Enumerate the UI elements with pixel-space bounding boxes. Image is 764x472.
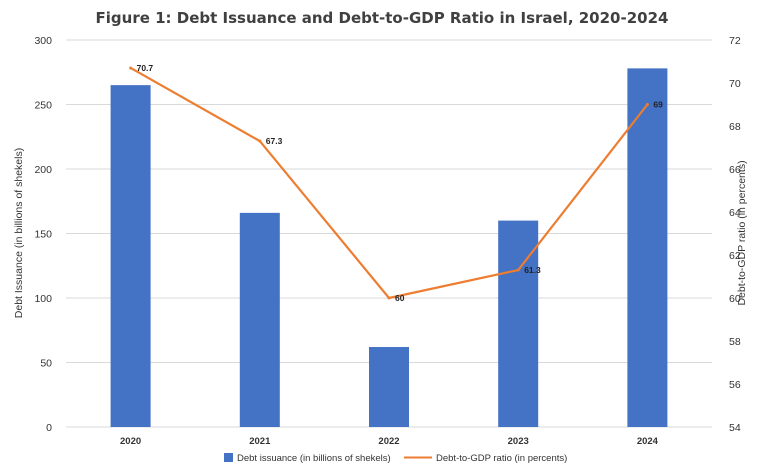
y-tick-label: 0 (46, 422, 52, 434)
bar (369, 347, 409, 427)
bar (627, 68, 668, 427)
line-point (387, 296, 391, 300)
line-point (645, 103, 649, 106)
y2-tick-label: 70 (729, 78, 741, 90)
chart-title: Figure 1: Debt Issuance and Debt-to-GDP … (96, 9, 669, 27)
bar (110, 85, 151, 428)
y2-tick-label: 66 (729, 164, 741, 176)
left-axis-ticks: 0 50 100 150 200 250 300 (34, 35, 52, 434)
data-label: 67.3 (266, 136, 283, 146)
data-labels: 70.7 67.3 60 61.3 69 (137, 63, 664, 303)
bar (239, 212, 280, 427)
x-tick-label: 2020 (120, 436, 141, 447)
x-tick-label: 2023 (508, 436, 529, 447)
x-tick-label: 2024 (637, 436, 659, 447)
x-tick-label: 2022 (378, 436, 399, 447)
y-tick-label: 150 (34, 229, 52, 241)
bar (498, 220, 539, 427)
y-tick-label: 200 (34, 164, 52, 176)
line-point (516, 268, 520, 272)
y2-tick-label: 62 (729, 250, 741, 262)
y-tick-label: 50 (40, 358, 52, 370)
line-series-path (130, 66, 649, 300)
legend: Debt issuance (in billions of shekels) D… (224, 453, 567, 464)
left-axis-title: Debt Issuance (in billions of shekels) (13, 148, 25, 318)
data-label: 60 (395, 293, 405, 303)
right-axis-ticks: 54 56 58 60 62 64 66 68 70 72 (729, 35, 741, 434)
line-point (129, 66, 133, 70)
legend-line-label: Debt-to-GDP ratio (in percents) (436, 453, 567, 464)
line-point (258, 139, 262, 143)
y2-tick-label: 72 (729, 35, 741, 47)
legend-bar-label: Debt issuance (in billions of shekels) (237, 453, 391, 464)
y2-tick-label: 56 (729, 379, 741, 391)
y-tick-label: 300 (34, 35, 52, 47)
y-tick-label: 100 (34, 293, 52, 305)
y2-tick-label: 60 (729, 293, 741, 305)
y2-tick-label: 54 (729, 422, 741, 434)
y2-tick-label: 68 (729, 121, 741, 133)
right-axis-title: Debt-to-GDP ratio (in percents) (736, 160, 748, 305)
data-label: 69 (653, 100, 663, 110)
legend-bar-swatch (224, 453, 233, 462)
y-tick-label: 250 (34, 100, 52, 112)
y2-tick-label: 58 (729, 336, 741, 348)
y2-tick-label: 64 (729, 207, 741, 219)
bar-series (110, 68, 668, 428)
line-series (129, 66, 649, 300)
x-tick-label: 2021 (249, 436, 271, 447)
data-label: 61.3 (524, 265, 541, 275)
data-label: 70.7 (137, 63, 154, 73)
x-axis-ticks: 2020 2021 2022 2023 2024 (120, 436, 659, 447)
